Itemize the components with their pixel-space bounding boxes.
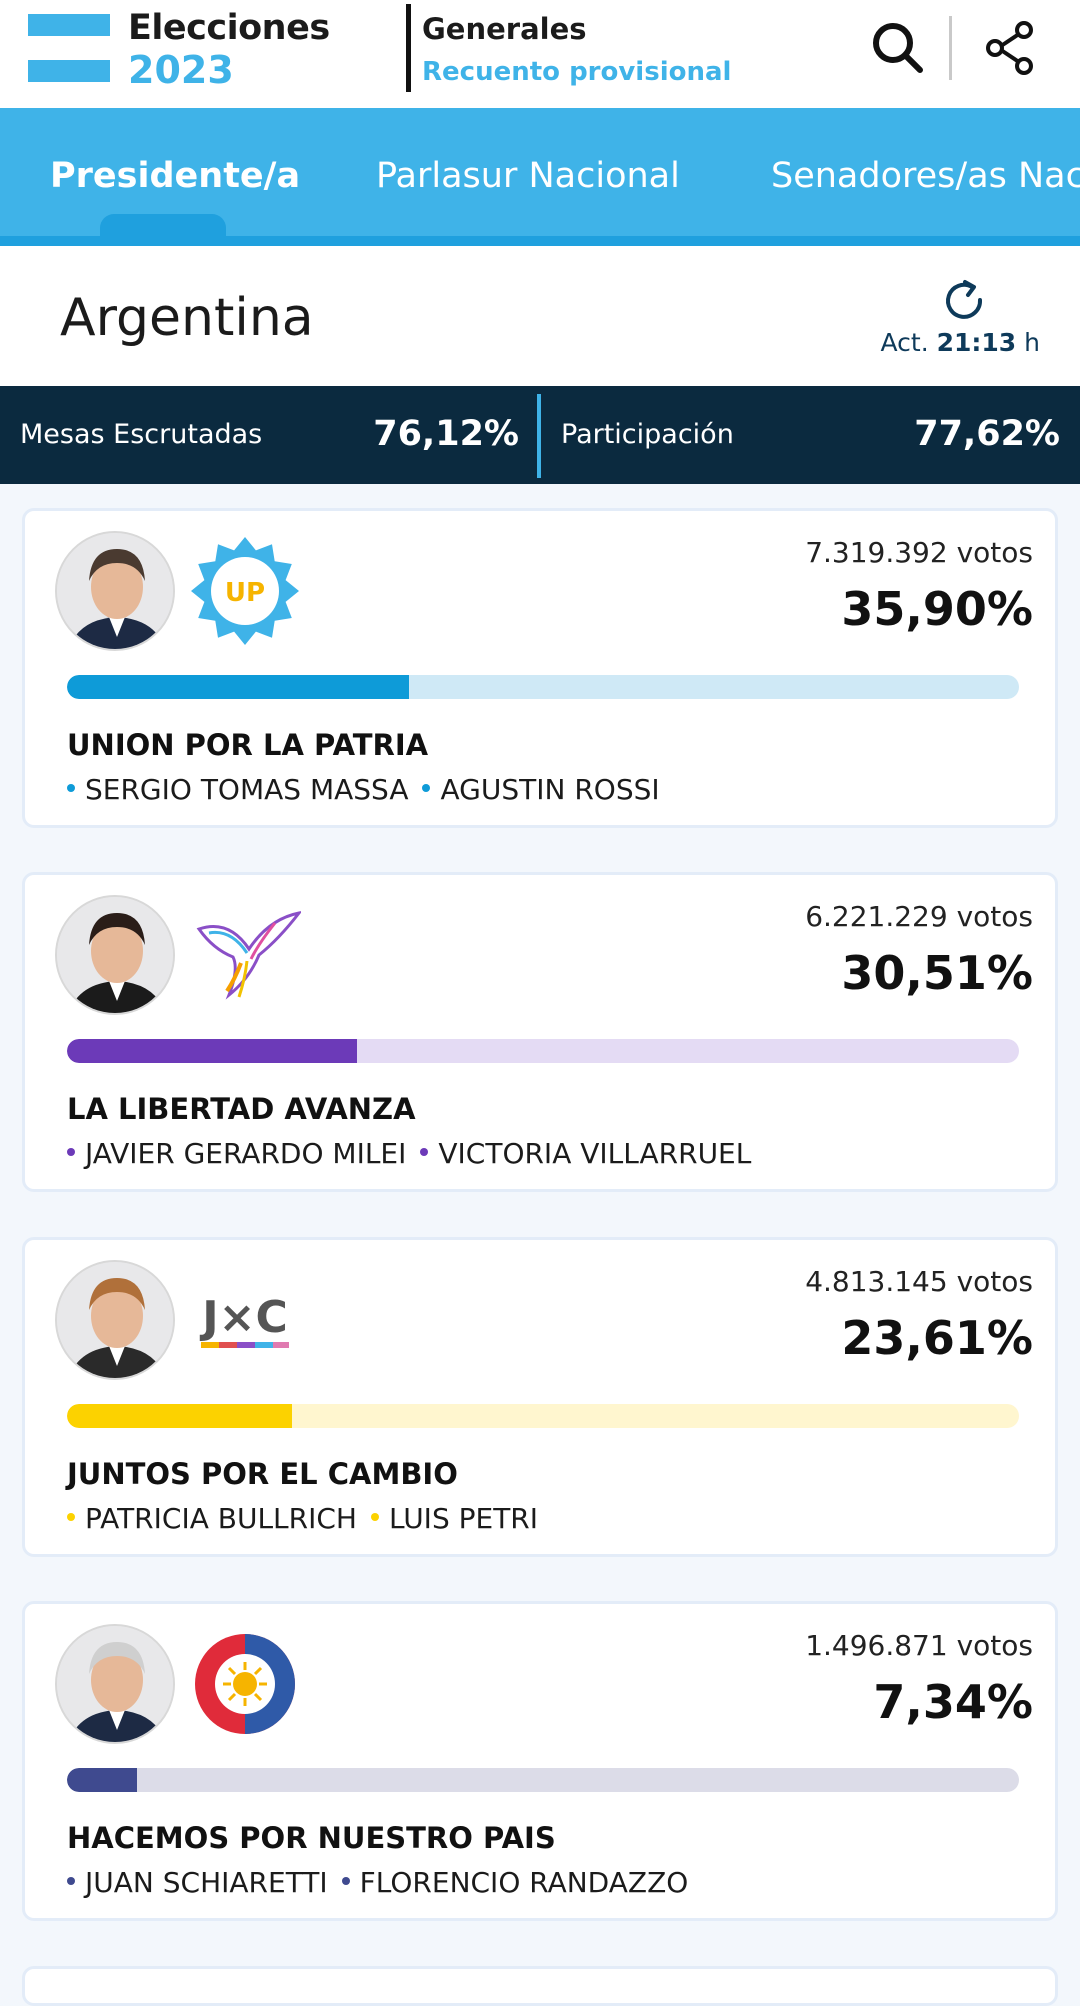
election-subtitle: Generales Recuento provisional — [422, 10, 731, 92]
candidate-name: SERGIO TOMAS MASSA — [85, 773, 409, 806]
bullet-dot-icon — [370, 1513, 379, 1521]
candidate-name: JUAN SCHIARETTI — [85, 1866, 328, 1899]
search-button[interactable] — [868, 18, 928, 78]
header-divider — [406, 4, 411, 92]
update-time: 21:13 — [936, 328, 1017, 357]
candidate-photo-icon — [55, 1624, 175, 1744]
bullet-dot-icon — [67, 1513, 75, 1521]
tab-parlasur[interactable]: Parlasur Nacional — [376, 156, 680, 196]
vote-percentage: 7,34% — [873, 1675, 1033, 1729]
candidate-name: AGUSTIN ROSSI — [440, 773, 660, 806]
subsection-label: Recuento provisional — [422, 57, 732, 87]
bullet-dot-icon — [67, 1877, 75, 1885]
mesas-label: Mesas Escrutadas — [20, 419, 263, 450]
candidate-photo-icon — [55, 1260, 175, 1380]
union-por-la-patria-logo-icon: UP — [189, 535, 301, 647]
candidate-name: PATRICIA BULLRICH — [85, 1502, 357, 1535]
vote-count: 1.496.871 votos — [805, 1629, 1033, 1662]
result-card[interactable]: UP 7.319.392 votos 35,90% UNION POR LA P… — [22, 508, 1058, 828]
candidate-photo-icon — [55, 895, 175, 1015]
libertad-avanza-eagle-logo-icon — [189, 899, 303, 1011]
progress-bar — [67, 1404, 1019, 1428]
candidate-list: JAVIER GERARDO MILEI VICTORIA VILLARRUEL — [63, 1135, 761, 1173]
share-icon — [986, 21, 1033, 75]
party-name: HACEMOS POR NUESTRO PAIS — [67, 1821, 556, 1855]
progress-bar — [67, 1039, 1019, 1063]
active-tab-indicator — [100, 214, 226, 238]
progress-bar — [67, 675, 1019, 699]
vote-count: 7.319.392 votos — [805, 536, 1033, 569]
candidate-name: FLORENCIO RANDAZZO — [359, 1866, 689, 1899]
participacion-label: Participación — [561, 419, 734, 450]
refresh-icon[interactable] — [940, 276, 990, 326]
candidate-name: VICTORIA VILLARRUEL — [438, 1137, 752, 1170]
vote-count: 4.813.145 votos — [805, 1265, 1033, 1298]
hacemos-sun-logo-icon — [189, 1628, 301, 1740]
bullet-dot-icon — [422, 784, 431, 792]
candidate-name: JAVIER GERARDO MILEI — [85, 1137, 407, 1170]
candidate-list: PATRICIA BULLRICH LUIS PETRI — [63, 1500, 548, 1538]
category-tabs: Presidente/a Parlasur Nacional Senadores… — [0, 108, 1080, 246]
header-separator — [949, 16, 952, 80]
region-header: Argentina Act. 21:13 h — [0, 246, 1080, 386]
share-button[interactable] — [980, 18, 1040, 78]
party-name: JUNTOS POR EL CAMBIO — [67, 1457, 458, 1491]
update-prefix: Act. — [880, 328, 929, 357]
bullet-dot-icon — [420, 1148, 429, 1156]
logo-text: UP — [225, 578, 265, 608]
logo-text: J×C — [199, 1292, 288, 1343]
bullet-dot-icon — [67, 784, 75, 792]
progress-bar-fill — [67, 1404, 292, 1428]
progress-bar-fill — [67, 1039, 358, 1063]
app-header: Elecciones 2023 Generales Recuento provi… — [0, 0, 1080, 108]
participacion-value: 77,62% — [914, 414, 1060, 454]
result-card[interactable]: 6.221.229 votos 30,51% LA LIBERTAD AVANZ… — [22, 872, 1058, 1192]
section-label: Generales — [422, 12, 587, 46]
tab-presidente[interactable]: Presidente/a — [50, 156, 301, 196]
brand-line1: Elecciones — [128, 8, 330, 48]
progress-bar-fill — [67, 675, 409, 699]
progress-bar-fill — [67, 1768, 137, 1792]
search-icon — [873, 23, 923, 73]
last-update: Act. 21:13 h — [880, 328, 1040, 357]
candidate-list: SERGIO TOMAS MASSA AGUSTIN ROSSI — [63, 771, 670, 809]
stats-separator — [537, 394, 541, 478]
progress-bar — [67, 1768, 1019, 1792]
party-name: LA LIBERTAD AVANZA — [67, 1092, 416, 1126]
brand-line2: 2023 — [128, 48, 234, 92]
stats-bar: Mesas Escrutadas 76,12% Participación 77… — [0, 386, 1080, 484]
bullet-dot-icon — [67, 1148, 75, 1156]
brand-title[interactable]: Elecciones 2023 — [128, 6, 330, 90]
update-suffix: h — [1024, 328, 1040, 357]
region-name[interactable]: Argentina — [60, 288, 314, 348]
vote-count: 6.221.229 votos — [805, 900, 1033, 933]
vote-percentage: 30,51% — [841, 946, 1033, 1000]
tabs-bottom-line — [0, 236, 1080, 246]
candidate-name: LUIS PETRI — [388, 1502, 539, 1535]
vote-percentage: 35,90% — [841, 582, 1033, 636]
party-name: UNION POR LA PATRIA — [67, 728, 429, 762]
result-card[interactable]: 1.496.871 votos 7,34% HACEMOS POR NUESTR… — [22, 1601, 1058, 1921]
argentina-flag-logo-icon — [28, 14, 110, 82]
vote-percentage: 23,61% — [841, 1311, 1033, 1365]
result-card[interactable]: J×C 4.813.145 votos 23,61% JUNTOS POR EL… — [22, 1237, 1058, 1557]
bullet-dot-icon — [341, 1877, 350, 1885]
juntos-por-el-cambio-logo-icon: J×C — [189, 1264, 301, 1376]
result-card-partial[interactable] — [22, 1966, 1058, 2006]
mesas-value: 76,12% — [373, 414, 519, 454]
candidate-photo-icon — [55, 531, 175, 651]
tab-senadores[interactable]: Senadores/as Naci — [771, 156, 1080, 196]
candidate-list: JUAN SCHIARETTI FLORENCIO RANDAZZO — [63, 1864, 698, 1902]
